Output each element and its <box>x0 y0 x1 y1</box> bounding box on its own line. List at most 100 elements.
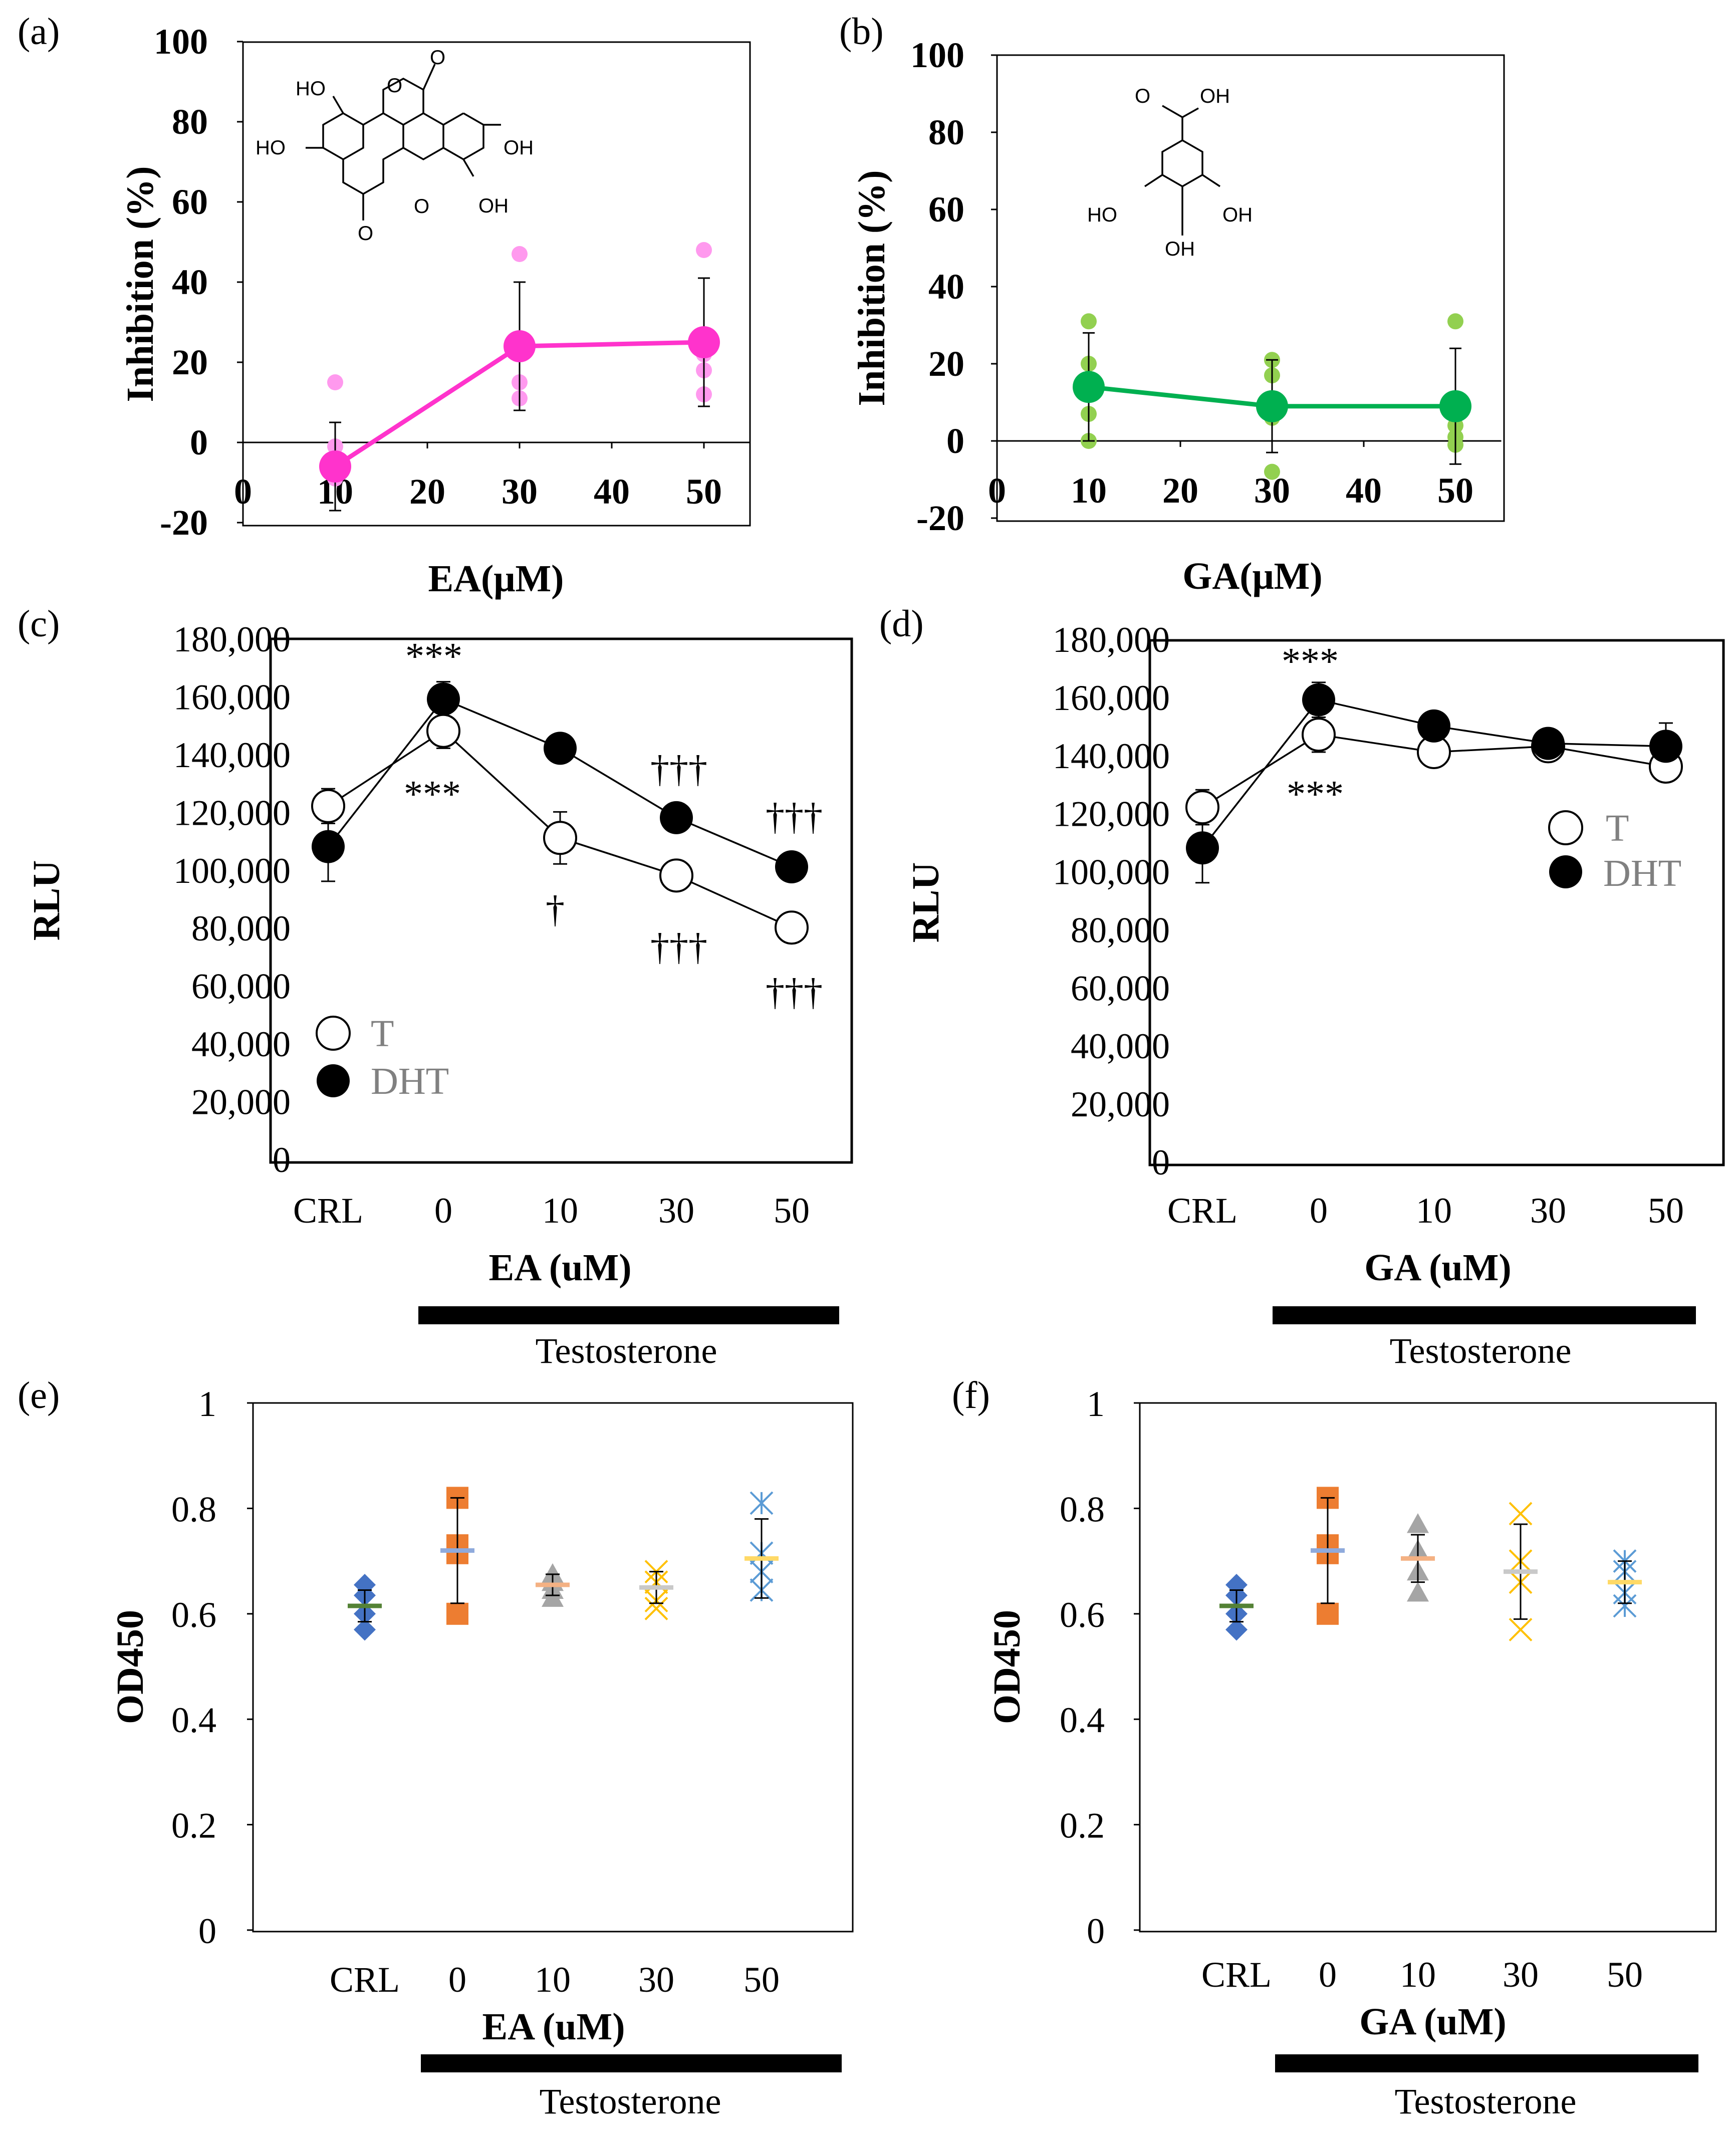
x-tick-label: CRL <box>1201 1955 1272 1995</box>
y-tick-label: 80,000 <box>1071 910 1170 950</box>
structure-label: HO <box>296 78 326 100</box>
significance-marks: *** *** † ††† ††† ††† ††† <box>404 635 823 1013</box>
significance-label: ††† <box>766 971 823 1013</box>
data-point-t <box>1185 790 1219 825</box>
y-tick-label: 40 <box>172 262 208 302</box>
x-tick-label: 50 <box>1437 470 1473 511</box>
y-tick-label: 0 <box>190 422 208 462</box>
y-tick-label: 0.2 <box>1060 1806 1105 1846</box>
y-axis-title: RLU <box>26 860 68 940</box>
significance-label: ††† <box>650 748 707 790</box>
y-tick-label: 60,000 <box>191 967 291 1007</box>
x-tick-label: 0 <box>1319 1955 1337 1995</box>
legend-label: T <box>1606 807 1629 849</box>
chart-marks <box>1185 681 1683 884</box>
legend-marker-t <box>316 1016 351 1051</box>
testosterone-label: Testosterone <box>1395 2081 1577 2121</box>
y-tick-label: 0 <box>946 421 964 461</box>
panel-label: (b) <box>839 11 884 53</box>
x-axis-title: EA(μM) <box>428 558 564 600</box>
chart-marks <box>311 681 809 945</box>
x-tick-label: 0 <box>234 471 252 512</box>
panel-f: (f) 0 0.2 0.4 0.6 0.8 1 CRL 0 10 30 50 OD450 GA (… <box>952 1374 1717 2121</box>
y-tick-label: 180,000 <box>173 619 291 659</box>
gallic-acid-structure <box>1144 105 1220 235</box>
panel-label: (c) <box>18 603 60 645</box>
y-axis-title: OD450 <box>986 1610 1028 1724</box>
y-tick-label: 0.8 <box>1060 1489 1105 1529</box>
significance-marks: *** *** <box>1282 640 1344 815</box>
x-tick-label: 40 <box>1346 470 1382 511</box>
panel-e: (e) 0 0.2 0.4 0.6 0.8 1 CRL 0 10 30 50 OD450 EA (… <box>18 1374 854 2121</box>
svg-text:O: O <box>430 47 445 69</box>
x-axis-title: EA (uM) <box>482 2006 625 2048</box>
data-point-dht <box>1302 683 1335 717</box>
data-point <box>542 1587 564 1607</box>
data-point <box>750 1491 774 1515</box>
plot-frame <box>1139 1402 1717 1933</box>
y-tick-label: 140,000 <box>1053 736 1170 776</box>
legend: T DHT <box>1548 807 1681 894</box>
y-tick-label: 120,000 <box>173 793 291 833</box>
testosterone-bar <box>421 2054 842 2072</box>
legend-marker-dht <box>1549 855 1582 888</box>
y-tick-label: 160,000 <box>1053 678 1170 718</box>
data-point <box>1317 1602 1339 1625</box>
plot-frame <box>269 637 853 1164</box>
svg-text:O: O <box>387 75 402 97</box>
significance-label: *** <box>1282 640 1339 682</box>
y-tick-label: 40,000 <box>191 1024 291 1064</box>
testosterone-bar <box>418 1306 839 1324</box>
structure-label: OH <box>1165 238 1195 260</box>
y-tick-label: 140,000 <box>173 735 291 775</box>
x-tick-label: CRL <box>1167 1191 1237 1231</box>
structure-labels: HO HO OH OH O O O O <box>256 47 534 245</box>
y-tick-label: 20,000 <box>1071 1084 1170 1124</box>
data-point <box>446 1602 468 1625</box>
x-tick-label: 30 <box>1503 1955 1539 1995</box>
plot-frame <box>242 41 751 527</box>
significance-label: *** <box>404 773 461 815</box>
x-tick-label: 30 <box>638 1960 674 2000</box>
x-tick-label: 50 <box>1607 1955 1643 1995</box>
y-tick-label: 60 <box>172 182 208 222</box>
data-point <box>644 1596 668 1620</box>
y-tick-label: 100 <box>910 35 964 75</box>
y-tick-label: 40,000 <box>1071 1026 1170 1066</box>
structure-label: OH <box>1222 204 1253 226</box>
y-ticks: 0 20,000 40,000 60,000 80,000 100,000 120,000 1… <box>1053 620 1170 1182</box>
x-ticks: CRL 0 10 30 50 <box>1167 1191 1684 1231</box>
data-point-t <box>426 714 460 748</box>
y-tick-label: -20 <box>916 498 964 538</box>
x-tick-label: 50 <box>774 1191 810 1231</box>
structure-labels: OH HO OH OH O <box>1087 85 1253 260</box>
x-ticks: 0 10 20 30 40 50 <box>988 440 1502 511</box>
mean-point <box>319 450 351 483</box>
y-tick-label: 160,000 <box>173 677 291 717</box>
y-tick-label: 100 <box>154 22 208 62</box>
data-point <box>1407 1513 1429 1533</box>
data-point <box>1225 1618 1248 1641</box>
y-tick-label: 180,000 <box>1053 620 1170 660</box>
y-tick-label: 0 <box>1087 1911 1105 1951</box>
testosterone-label: Testosterone <box>540 2081 721 2121</box>
mean-point <box>1256 390 1288 422</box>
panel-label: (a) <box>18 11 60 53</box>
data-point-dht <box>312 830 345 863</box>
x-tick-label: 10 <box>535 1960 571 2000</box>
testosterone-bar <box>1273 1306 1696 1324</box>
ellagic-acid-structure <box>306 64 501 220</box>
mean-point <box>1439 390 1471 422</box>
structure-label: HO <box>1087 204 1117 226</box>
mean-point <box>1073 371 1105 403</box>
y-tick-label: 0.6 <box>1060 1595 1105 1635</box>
chart-marks <box>319 242 720 512</box>
x-axis-title: GA (uM) <box>1359 2001 1506 2043</box>
data-point-dht <box>427 682 460 716</box>
x-tick-label: 0 <box>448 1960 466 2000</box>
x-tick-label: 10 <box>1071 470 1107 511</box>
y-tick-label: 20,000 <box>191 1082 291 1122</box>
panel-label: (f) <box>952 1374 990 1416</box>
structure-label: HO <box>256 137 286 159</box>
